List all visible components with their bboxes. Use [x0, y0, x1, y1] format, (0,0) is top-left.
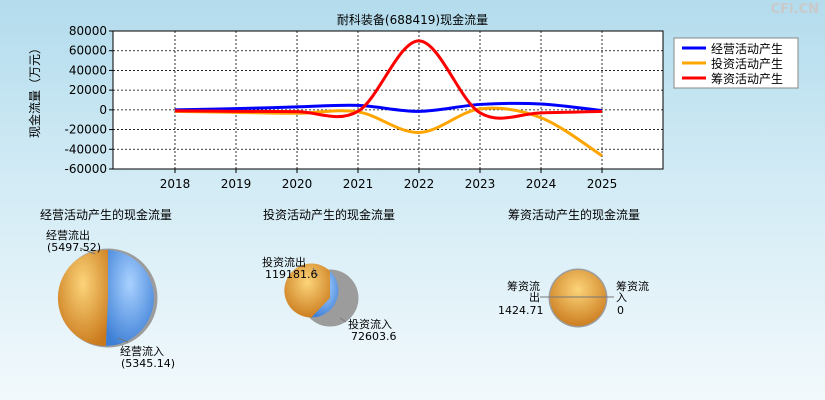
pie-leader-line: [312, 267, 319, 277]
pie-slice-2-0: [550, 270, 606, 326]
plot-area: [112, 30, 664, 170]
y-tick-label: 40000: [69, 63, 107, 77]
y-tick-label: 0: [99, 103, 107, 117]
pie-title-financing: 筹资活动产生的现金流量: [507, 208, 640, 222]
legend-label: 经营活动产生: [711, 42, 783, 56]
series-line-0: [174, 101, 603, 113]
x-tick-label: 2024: [526, 177, 557, 191]
pie-value-inv-in: 72603.6: [351, 330, 397, 343]
pie-value-fin-in: 0: [617, 304, 624, 317]
y-tick-label: 20000: [69, 83, 107, 97]
pie-label-inv-in: 投资流入: [348, 318, 392, 331]
y-tick-label: -60000: [64, 162, 107, 176]
y-tick-label: 80000: [69, 24, 107, 38]
pie-label-op-in: 经营流入: [120, 345, 164, 358]
pie-slice-1-0: [284, 263, 330, 318]
y-tick-label: -20000: [64, 123, 107, 137]
y-tick-label: 60000: [69, 44, 107, 58]
pie-value-op-out: (5497.52): [47, 241, 102, 254]
pie-leader-line: [339, 317, 347, 323]
series-line-2: [174, 39, 603, 120]
x-tick-label: 2019: [221, 177, 252, 191]
x-tick-label: 2023: [465, 177, 496, 191]
pie-slice-1-1: [311, 271, 339, 318]
x-tick-label: 2025: [587, 177, 618, 191]
x-tick-label: 2022: [404, 177, 435, 191]
legend-label: 筹资活动产生: [711, 72, 783, 86]
pie-value-inv-out: 119181.6: [265, 268, 318, 281]
x-tick-label: 2018: [160, 177, 191, 191]
x-tick-label: 2020: [282, 177, 313, 191]
pie-title-operating: 经营活动产生的现金流量: [39, 208, 172, 222]
pie-slice-0-1: [105, 250, 154, 346]
watermark: CFi.CN: [770, 2, 819, 17]
pie-leader-line: [117, 337, 129, 343]
pie-label-op-out: 经营流出: [46, 229, 90, 242]
line-chart-title: 耐科装备(688419)现金流量: [336, 13, 489, 27]
pie-label-fin-out: 筹资流出: [507, 280, 540, 304]
pie-label-inv-out: 投资流出: [262, 256, 306, 269]
x-tick-label: 2021: [343, 177, 374, 191]
pie-value-op-in: (5345.14): [121, 357, 176, 370]
pie-leader-line: [79, 247, 96, 255]
pie-slice-0-0: [57, 249, 108, 346]
pie-value-fin-out: 1424.71: [498, 304, 544, 317]
pie-label-fin-in: 筹资流入: [616, 280, 649, 304]
pie-title-investing: 投资活动产生的现金流量: [262, 208, 395, 222]
y-tick-label: -40000: [64, 142, 107, 156]
legend-label: 投资活动产生: [711, 56, 783, 71]
